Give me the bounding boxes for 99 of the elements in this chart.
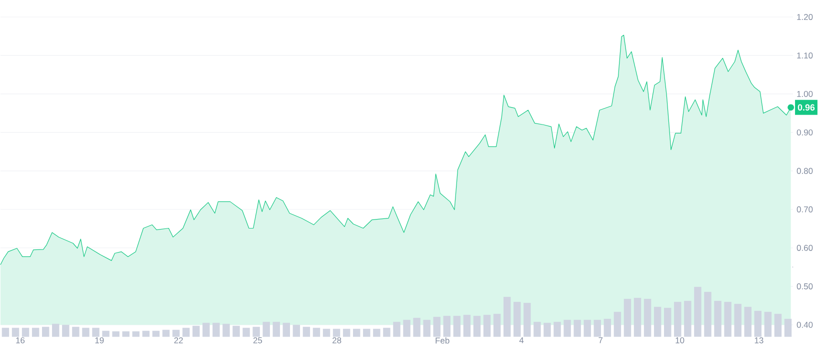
bar <box>142 330 150 337</box>
bar <box>312 328 320 337</box>
bar <box>383 328 390 337</box>
y-tick-label: 0.90 <box>796 130 813 136</box>
bar <box>2 328 10 337</box>
bar <box>82 328 90 337</box>
bar <box>332 328 340 337</box>
bar <box>92 328 100 337</box>
bar <box>112 331 120 337</box>
bar <box>604 318 612 337</box>
bar <box>423 320 430 337</box>
bar <box>393 322 400 337</box>
bar <box>42 326 50 337</box>
bar <box>373 328 380 337</box>
y-tick-label: 0.70 <box>796 206 813 212</box>
y-tick-label: 0.80 <box>796 168 813 174</box>
bar <box>544 322 551 337</box>
bar <box>574 320 581 337</box>
bar <box>32 328 40 337</box>
bar <box>624 298 632 337</box>
bar <box>714 300 722 337</box>
bar <box>594 320 601 337</box>
y-tick-label: 0.50 <box>796 283 813 290</box>
bar <box>403 320 410 337</box>
bar <box>152 330 160 337</box>
bar <box>302 326 310 337</box>
x-tick-label: 19 <box>95 337 104 344</box>
bar <box>162 330 170 337</box>
bar <box>784 318 792 337</box>
bar <box>554 322 561 337</box>
bar <box>52 324 60 337</box>
bar <box>524 302 531 337</box>
x-tick-label: 22 <box>174 337 183 344</box>
y-tick-label: 1.10 <box>797 52 813 59</box>
y-tick-label: 1.20 <box>797 14 813 20</box>
bar <box>774 314 782 337</box>
bar <box>614 312 622 337</box>
bar <box>272 322 280 337</box>
bar <box>584 320 591 337</box>
bar <box>242 328 250 337</box>
bar <box>744 306 752 337</box>
bar <box>724 302 732 337</box>
bar <box>62 324 70 337</box>
bar <box>192 326 200 337</box>
x-tick-label: Feb <box>436 337 450 344</box>
x-tick-label: 4 <box>519 337 524 344</box>
bar <box>262 322 270 337</box>
bar <box>754 310 762 337</box>
bar <box>443 316 451 337</box>
bar <box>222 324 230 337</box>
x-tick-label: 16 <box>16 337 25 344</box>
bar <box>453 316 461 337</box>
x-tick-label: 28 <box>332 337 342 344</box>
bar <box>514 302 521 337</box>
bar <box>634 298 642 337</box>
bar <box>684 300 692 337</box>
bar <box>694 286 702 337</box>
bar <box>202 322 210 337</box>
bar <box>764 312 772 337</box>
bar <box>282 322 290 337</box>
bar <box>12 328 20 337</box>
bar <box>734 304 742 337</box>
x-tick-label: 13 <box>754 337 764 344</box>
bar <box>473 316 481 337</box>
bar <box>433 316 440 337</box>
x-tick-label: 7 <box>598 337 603 344</box>
bar <box>644 298 652 337</box>
y-tick-label: 0.40 <box>796 322 813 328</box>
bar <box>172 330 180 337</box>
bar <box>232 326 240 337</box>
bar <box>704 292 712 337</box>
bar <box>342 328 350 337</box>
bar <box>353 328 360 337</box>
bar <box>493 314 501 337</box>
bar <box>292 324 300 337</box>
annotation: 0.96 <box>798 104 815 111</box>
bar <box>564 320 571 337</box>
bar <box>483 314 491 337</box>
bar <box>102 330 110 337</box>
bar <box>534 322 541 337</box>
bar <box>363 328 370 337</box>
bar <box>463 314 471 337</box>
bar <box>503 296 511 337</box>
bar <box>212 322 220 337</box>
x-tick-label: 10 <box>676 337 684 344</box>
x-tick-label: 25 <box>253 337 262 344</box>
bar <box>122 331 130 337</box>
y-tick-label: 1.00 <box>797 91 813 98</box>
bar <box>413 318 420 337</box>
bar <box>132 331 140 337</box>
bar <box>664 308 672 337</box>
bar <box>72 326 80 337</box>
bar <box>182 328 190 337</box>
bar <box>654 306 662 337</box>
bar <box>674 302 682 337</box>
y-tick-label: 0.60 <box>796 244 813 251</box>
bar <box>22 328 30 337</box>
bar <box>322 328 330 337</box>
bar <box>252 326 260 337</box>
